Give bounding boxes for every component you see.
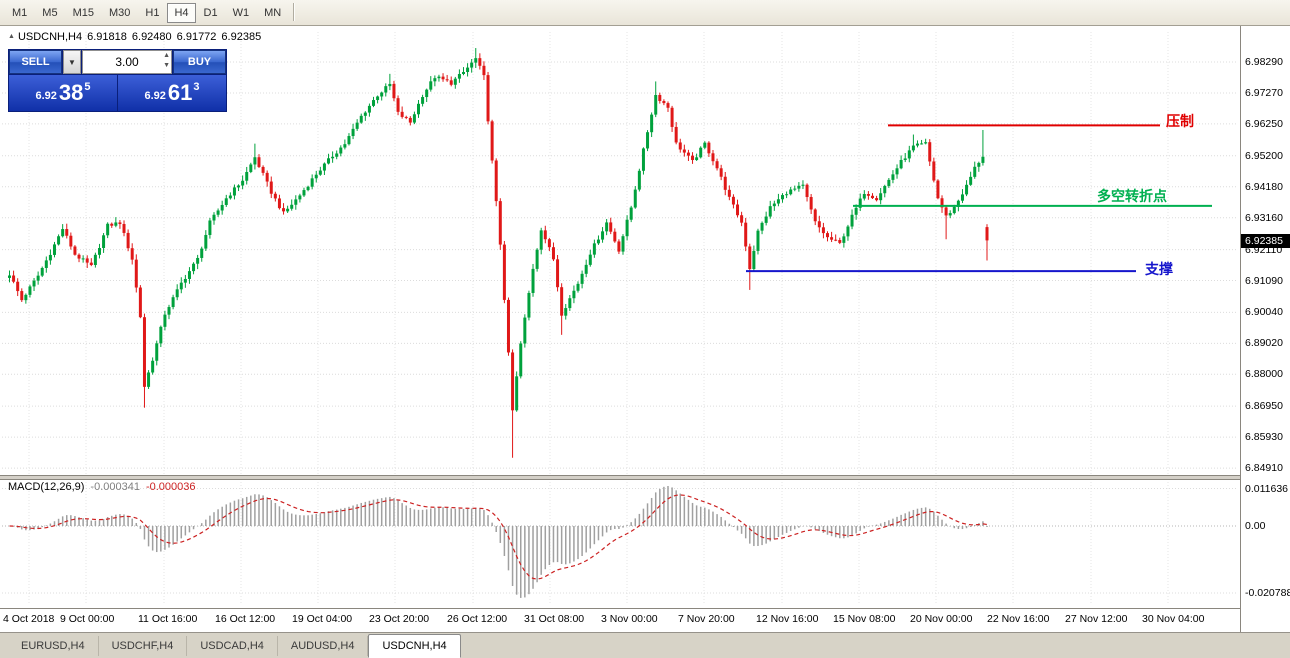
- annotation-lines: [746, 124, 1212, 273]
- price-axis-label: 6.92110: [1245, 243, 1283, 256]
- price-axis-label: 6.93160: [1245, 211, 1283, 224]
- buy-price-display[interactable]: 6.92 61 3: [118, 75, 226, 111]
- timeframe-button-H4[interactable]: H4: [167, 2, 196, 23]
- ohlc-close: 6.92385: [221, 31, 262, 43]
- ohlc-low: 6.91772: [176, 31, 217, 43]
- time-axis-label: 26 Oct 12:00: [447, 613, 508, 625]
- price-axis[interactable]: 6.92385 0.011636 0.00 -0.020788 6.98290 6…: [1241, 26, 1290, 632]
- one-click-trading-panel: SELL ▼ ▲▼ BUY 6.92 38 5 6.92 61 3: [8, 49, 227, 112]
- time-axis-label: 20 Nov 00:00: [910, 613, 973, 625]
- timeframe-buttons: M1 M5 M15 M30 H1 H4 D1 W1 MN: [5, 2, 299, 23]
- chart-tabs: EURUSD,H4 USDCHF,H4 USDCAD,H4 AUDUSD,H4 USDC…: [8, 633, 461, 658]
- sell-price-display[interactable]: 6.92 38 5: [9, 75, 117, 111]
- buy-button[interactable]: BUY: [173, 50, 226, 74]
- time-axis-label: 31 Oct 08:00: [524, 613, 585, 625]
- symbol-ohlc-overlay: ▲ USDCNH,H4 6.91818 6.92480 6.91772 6.92385: [8, 31, 266, 43]
- price-axis-separator: [1240, 26, 1241, 632]
- resistance-label[interactable]: 压制: [1166, 113, 1194, 129]
- volume-dropdown-button[interactable]: ▼: [63, 50, 81, 74]
- time-axis-label: 11 Oct 16:00: [138, 613, 198, 625]
- time-axis-label: 27 Nov 12:00: [1065, 613, 1128, 625]
- price-axis-label: 6.88000: [1245, 368, 1283, 381]
- chart-canvas[interactable]: [0, 26, 1240, 608]
- macd-histogram-layer: [12, 486, 988, 598]
- timeframe-toolbar: M1 M5 M15 M30 H1 H4 D1 W1 MN: [0, 0, 1290, 26]
- macd-title: MACD(12,26,9): [8, 481, 85, 493]
- volume-spinner[interactable]: ▲ ▼: [163, 51, 170, 71]
- time-axis[interactable]: 4 Oct 2018 9 Oct 00:00 11 Oct 16:00 16 Oct …: [0, 609, 1240, 632]
- chevron-down-icon: ▼: [68, 57, 76, 67]
- chart-tab-USDCHF-H4[interactable]: USDCHF,H4: [99, 636, 188, 656]
- price-axis-label: 6.89020: [1245, 337, 1283, 350]
- volume-input[interactable]: [82, 50, 172, 74]
- time-axis-label: 4 Oct 2018: [3, 613, 55, 625]
- chart-marker-icon: ▲: [8, 33, 15, 40]
- timeframe-button-M5[interactable]: M5: [42, 6, 58, 19]
- chart-tab-USDCNH-H4[interactable]: USDCNH,H4: [368, 634, 461, 658]
- ohlc-high: 6.92480: [131, 31, 172, 43]
- time-axis-label: 30 Nov 04:00: [1142, 613, 1205, 625]
- price-axis-label: 6.96250: [1245, 117, 1283, 130]
- support-label[interactable]: 支撑: [1145, 261, 1173, 277]
- price-axis-label: 6.90040: [1245, 306, 1283, 319]
- sell-price-sup: 5: [84, 81, 91, 93]
- sell-button[interactable]: SELL: [9, 50, 62, 74]
- price-axis-label: 6.91090: [1245, 274, 1283, 287]
- current-price-badge: 6.92385: [1241, 234, 1290, 249]
- time-axis-label: 12 Nov 16:00: [756, 613, 819, 625]
- price-axis-label: 6.84910: [1245, 462, 1283, 475]
- macd-main-value: -0.000341: [90, 481, 140, 493]
- chart-tab-USDCAD-H4[interactable]: USDCAD,H4: [187, 636, 278, 656]
- macd-signal-value: -0.000036: [145, 481, 196, 493]
- macd-indicator-label: MACD(12,26,9) -0.000341 -0.000036: [8, 481, 196, 493]
- volume-field-wrap: ▲▼: [82, 50, 172, 74]
- timeframe-button-M30[interactable]: M30: [108, 6, 131, 19]
- timeframe-button-W1[interactable]: W1: [232, 6, 250, 19]
- chart-tab-EURUSD-H4[interactable]: EURUSD,H4: [8, 636, 99, 656]
- time-axis-label: 22 Nov 16:00: [987, 613, 1050, 625]
- timeframe-button-D1[interactable]: D1: [203, 6, 218, 19]
- time-axis-label: 19 Oct 04:00: [292, 613, 353, 625]
- price-axis-label: 6.98290: [1245, 56, 1283, 68]
- timeframe-button-M15[interactable]: M15: [72, 6, 94, 19]
- time-axis-separator: [0, 608, 1240, 609]
- price-axis-label: 6.97270: [1245, 86, 1283, 99]
- macd-signal-line: [9, 494, 988, 580]
- price-axis-label: 6.85930: [1245, 431, 1283, 444]
- spinner-up-icon[interactable]: ▲: [163, 52, 170, 59]
- macd-axis-zero: 0.00: [1245, 520, 1266, 532]
- sell-price-big: 38: [58, 80, 84, 105]
- time-axis-label: 15 Nov 08:00: [833, 613, 896, 625]
- buy-price-sup: 3: [193, 81, 200, 93]
- price-axis-label: 6.94180: [1245, 180, 1283, 193]
- buy-price-big: 61: [167, 80, 193, 105]
- macd-axis-min: -0.020788: [1245, 586, 1290, 599]
- candles-layer: [8, 48, 989, 458]
- pane-divider[interactable]: [0, 475, 1240, 480]
- time-axis-label: 16 Oct 12:00: [215, 613, 276, 625]
- price-axis-label: 6.86950: [1245, 400, 1283, 413]
- timeframe-button-M1[interactable]: M1: [12, 6, 28, 19]
- timeframe-button-H1[interactable]: H1: [145, 6, 160, 19]
- time-axis-label: 9 Oct 00:00: [60, 613, 115, 625]
- sell-price-prefix: 6.92: [35, 90, 57, 102]
- price-axis-label: 6.95200: [1245, 149, 1283, 162]
- time-axis-label: 3 Nov 00:00: [601, 613, 658, 625]
- chart-tab-AUDUSD-H4[interactable]: AUDUSD,H4: [278, 636, 369, 656]
- buy-price-prefix: 6.92: [144, 90, 166, 102]
- spinner-down-icon[interactable]: ▼: [163, 62, 170, 69]
- symbol-period: USDCNH,H4: [17, 31, 83, 43]
- grid-layer: [2, 32, 1238, 604]
- macd-axis-max: 0.011636: [1245, 482, 1289, 495]
- macd-grid: [2, 488, 1238, 594]
- time-axis-label: 23 Oct 20:00: [369, 613, 430, 625]
- chart-tabs-bar: EURUSD,H4 USDCHF,H4 USDCAD,H4 AUDUSD,H4 USDC…: [0, 632, 1290, 658]
- timeframe-button-MN[interactable]: MN: [264, 6, 282, 19]
- ohlc-open: 6.91818: [87, 31, 127, 43]
- pivot-label[interactable]: 多空转折点: [1097, 188, 1167, 204]
- time-axis-label: 7 Nov 20:00: [678, 613, 735, 625]
- toolbar-separator: [293, 2, 296, 21]
